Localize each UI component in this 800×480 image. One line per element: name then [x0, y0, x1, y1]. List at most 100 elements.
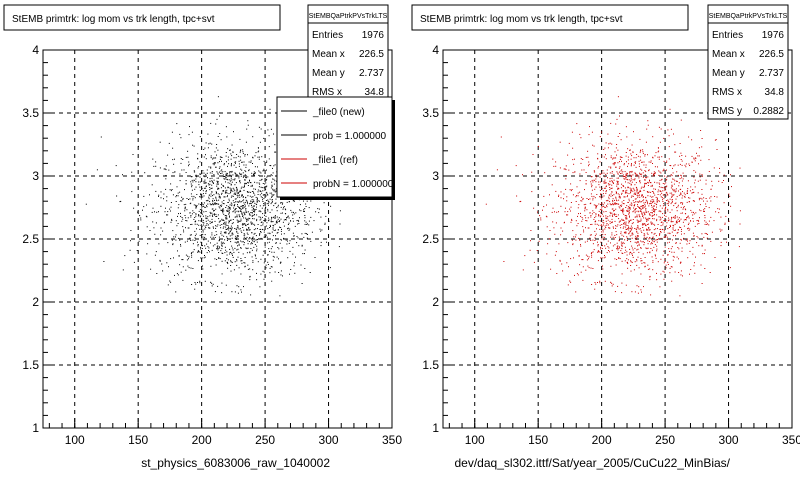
scatter-point	[611, 218, 613, 220]
scatter-point	[228, 163, 230, 165]
scatter-point	[648, 169, 650, 171]
scatter-point	[199, 173, 201, 175]
scatter-point	[621, 210, 623, 211]
scatter-point	[638, 286, 640, 288]
scatter-point	[289, 228, 291, 230]
scatter-point	[626, 175, 627, 177]
scatter-point	[665, 206, 667, 208]
scatter-point	[621, 245, 623, 247]
scatter-point	[224, 221, 226, 223]
scatter-point	[211, 184, 213, 186]
scatter-point	[196, 194, 198, 195]
scatter-point	[320, 241, 322, 243]
scatter-point	[668, 146, 670, 148]
scatter-point	[217, 183, 219, 185]
scatter-point	[227, 259, 229, 261]
scatter-point	[645, 208, 647, 210]
scatter-point	[220, 170, 222, 172]
scatter-point	[617, 183, 619, 185]
scatter-point	[212, 203, 213, 205]
scatter-point	[273, 251, 275, 253]
scatter-point	[569, 208, 571, 210]
scatter-point	[545, 215, 547, 217]
stats-value: 2.737	[759, 68, 784, 79]
scatter-point	[267, 208, 269, 210]
scatter-point	[654, 202, 656, 204]
scatter-point	[680, 119, 682, 121]
scatter-point	[664, 189, 666, 191]
scatter-point	[238, 228, 240, 230]
scatter-point	[524, 255, 526, 257]
scatter-point	[209, 187, 211, 188]
scatter-point	[271, 216, 273, 218]
scatter-point	[651, 184, 653, 186]
scatter-point	[200, 220, 202, 222]
scatter-point	[640, 218, 642, 220]
scatter-point	[655, 228, 657, 230]
scatter-point	[271, 217, 273, 219]
scatter-point	[200, 194, 201, 196]
scatter-point	[162, 270, 164, 272]
scatter-point	[146, 204, 147, 206]
scatter-point	[673, 230, 675, 231]
scatter-point	[272, 239, 273, 241]
scatter-point	[616, 248, 618, 250]
scatter-point	[213, 182, 214, 184]
scatter-point	[242, 207, 244, 208]
scatter-point	[529, 249, 531, 251]
scatter-point	[301, 283, 303, 284]
scatter-point	[650, 243, 652, 245]
scatter-point	[591, 184, 593, 186]
scatter-point	[623, 176, 625, 177]
scatter-point	[631, 253, 633, 255]
scatter-point	[195, 186, 197, 188]
scatter-point	[669, 272, 671, 274]
scatter-point	[194, 288, 196, 290]
scatter-point	[665, 186, 667, 188]
scatter-point	[265, 219, 267, 221]
scatter-point	[122, 174, 123, 176]
scatter-point	[272, 224, 274, 226]
scatter-point	[214, 157, 216, 159]
scatter-point	[243, 244, 245, 246]
scatter-point	[604, 176, 606, 178]
scatter-point	[640, 191, 642, 192]
scatter-point	[239, 191, 241, 193]
scatter-point	[642, 216, 644, 217]
scatter-point	[590, 234, 592, 236]
scatter-point	[230, 192, 231, 194]
scatter-point	[599, 189, 601, 191]
scatter-point	[587, 255, 589, 257]
scatter-point	[194, 221, 196, 223]
scatter-point	[240, 220, 242, 222]
scatter-point	[680, 159, 682, 160]
scatter-point	[254, 172, 256, 174]
scatter-point	[636, 249, 638, 251]
scatter-point	[675, 235, 676, 237]
scatter-point	[653, 192, 655, 194]
scatter-point	[672, 188, 674, 190]
scatter-point	[195, 205, 197, 207]
scatter-point	[183, 231, 185, 233]
scatter-point	[203, 202, 205, 204]
scatter-point	[653, 218, 655, 220]
scatter-point	[220, 243, 222, 245]
scatter-point	[653, 209, 655, 211]
scatter-point	[212, 208, 214, 210]
scatter-point	[629, 216, 630, 218]
scatter-point	[194, 237, 196, 239]
scatter-point	[715, 139, 717, 141]
scatter-point	[278, 248, 280, 250]
scatter-point	[232, 222, 234, 224]
scatter-point	[120, 200, 122, 202]
scatter-point	[282, 212, 283, 214]
scatter-point	[691, 192, 693, 194]
scatter-point	[185, 269, 187, 271]
scatter-point	[247, 211, 249, 213]
x-tick-label: 100	[65, 433, 85, 447]
scatter-point	[245, 141, 247, 143]
scatter-point	[601, 155, 603, 157]
scatter-point	[570, 281, 572, 283]
scatter-point	[686, 191, 688, 193]
scatter-point	[247, 268, 249, 270]
